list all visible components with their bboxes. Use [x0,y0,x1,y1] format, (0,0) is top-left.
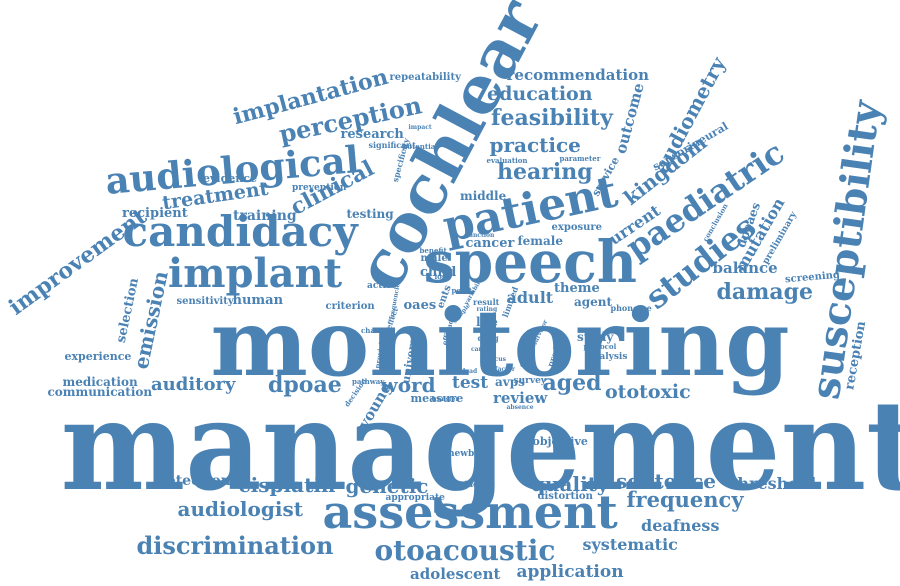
word: cancel [471,346,493,353]
word: prevention [292,182,347,193]
word: change [361,325,390,335]
word: genetic [345,474,429,498]
word: adolescent [410,564,501,583]
word: protocol [583,341,617,351]
word: threshold [730,474,817,493]
word: pathway [352,376,385,386]
word: application [516,561,624,582]
word: recipient [122,205,188,221]
word: monitoring [210,289,790,397]
word: avps [495,375,525,389]
word: communication [47,385,153,399]
word: discrimination [136,531,334,560]
word: lead [463,368,478,375]
word: quality [531,472,609,496]
word: drug [477,333,499,343]
word: auditory [151,374,236,395]
word: child [420,264,457,280]
word: analysis [587,351,628,362]
word: audiologist [177,497,303,521]
word: loss [434,271,450,281]
word: cisplatin [238,473,336,497]
word: guideline [453,479,496,489]
word: otoacoustic [374,534,556,567]
word: damage [716,279,814,305]
word: assessment [322,485,618,539]
word: oaes [403,297,437,313]
word: candidacy [122,207,358,256]
word: evidence [203,171,257,185]
word: management [60,374,900,519]
word: implant [168,250,343,297]
word: frequency [626,486,744,512]
word: experience [64,349,132,363]
word: research [340,126,404,142]
word: systematic [582,535,678,554]
word: focus [488,356,506,363]
word: detection [157,473,231,489]
word: education [487,82,593,105]
word: speech [423,228,637,296]
word: word [380,373,436,397]
word: appropriate [385,492,445,503]
word: middle [460,189,507,203]
word: measure [410,391,464,405]
word: feasibility [491,105,613,131]
word: phoneme [610,303,652,313]
word: potential [402,141,438,151]
word: evaluation [486,155,528,165]
word: recommendation [506,65,650,84]
word: balance [712,258,778,277]
word: medication [62,375,138,389]
word: cancer [465,235,515,251]
word: ototoxic [605,380,691,403]
word: male [420,253,448,264]
word: significant [368,140,416,150]
word: distortion [537,491,593,502]
word: point [451,285,473,295]
word: repeatability [389,72,461,83]
word: aged [542,370,602,396]
word: active [367,280,397,291]
word: practice [489,133,581,157]
word: factor [495,366,516,373]
word: rating [476,306,498,313]
word: newborn [448,448,492,459]
word: deafness [641,516,720,535]
word: study [577,330,614,344]
word: function [466,232,495,239]
word: review [493,388,548,407]
word: sensitivity [176,296,234,307]
word: benefit [419,245,447,255]
word: criterion [325,301,375,312]
word: training [233,208,297,224]
word: objective [532,434,588,448]
word: susceptibility [801,97,890,403]
word: agent [574,295,613,309]
word: adult [506,288,554,307]
word: result [473,297,500,307]
word: parameter [559,153,601,163]
word: sentence [616,469,716,493]
word: life [476,315,498,329]
word: absence [506,404,534,411]
word: transfer [431,396,459,403]
word: theme [554,280,600,296]
word: dpoae [268,372,342,398]
word: hearing [497,159,593,185]
word: impact [408,124,432,131]
word: exposure [551,222,603,233]
word: outcome [611,80,648,156]
word: female [517,234,563,248]
word: test [452,372,489,393]
word: survey [513,375,547,386]
word: testing [346,207,394,221]
word: human [232,292,284,308]
